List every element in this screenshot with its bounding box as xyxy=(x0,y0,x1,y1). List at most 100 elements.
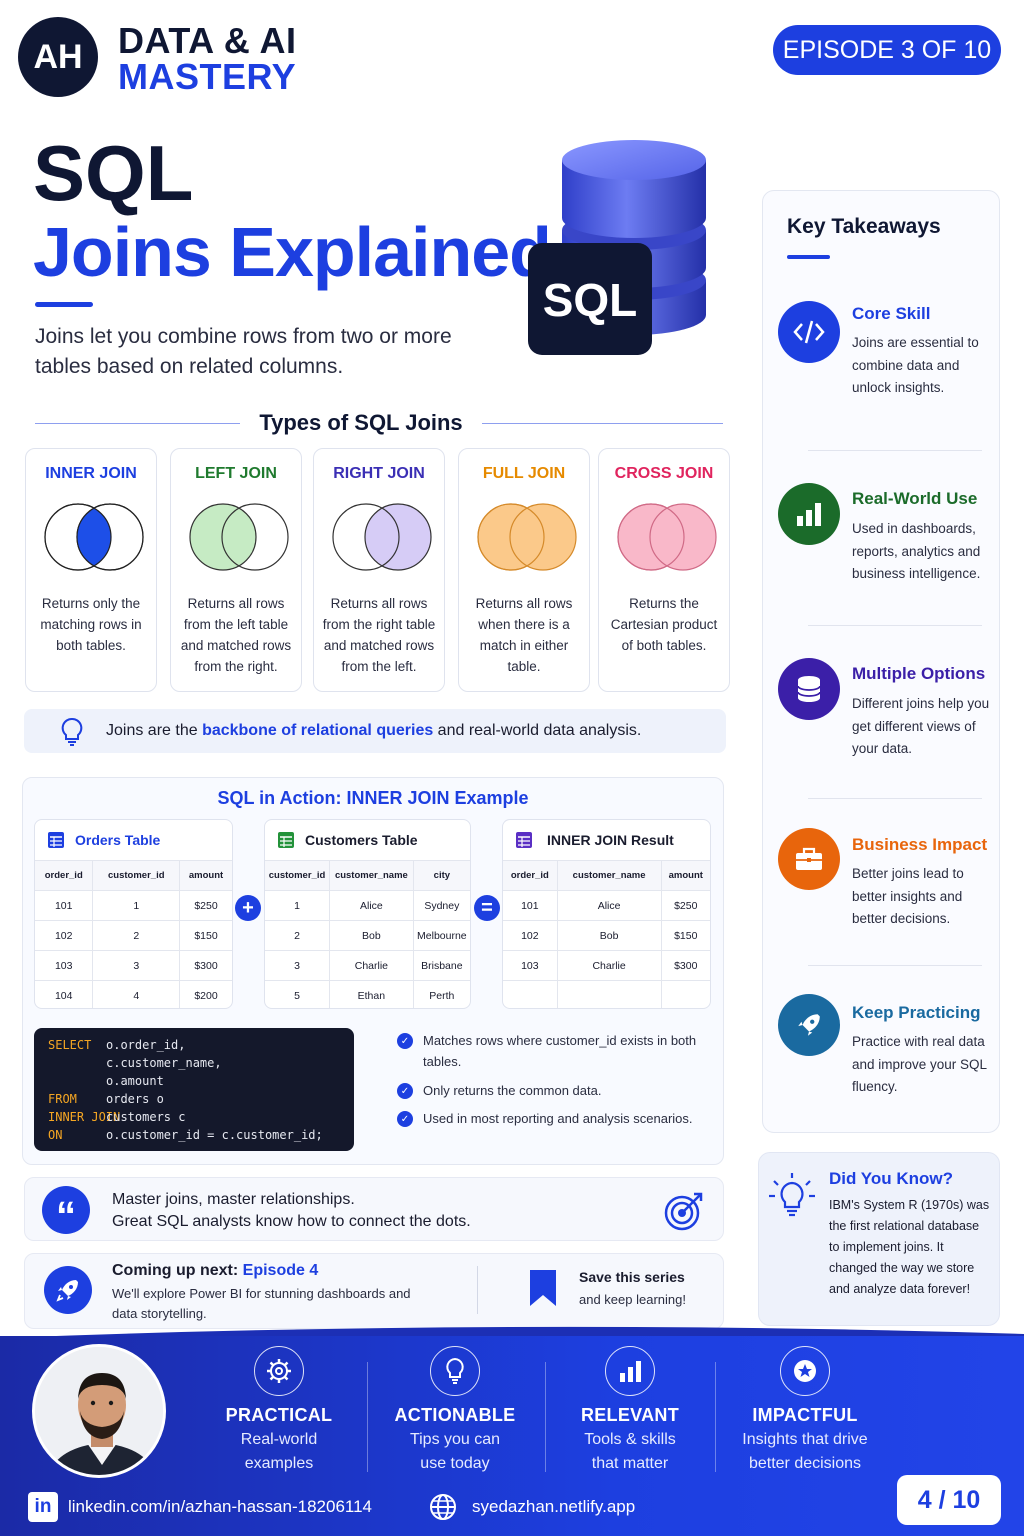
website-link[interactable]: syedazhan.netlify.app xyxy=(428,1492,635,1522)
did-you-know-title: Did You Know? xyxy=(829,1169,954,1188)
takeaway-desc: Better joins lead to better insights and… xyxy=(852,866,964,926)
table-cell: 5 xyxy=(265,980,331,1008)
takeaway-desc: Used in dashboards, reports, analytics a… xyxy=(852,521,981,581)
code-line: SELECT o.order_id, xyxy=(48,1038,186,1052)
divider xyxy=(367,1362,368,1472)
sql-badge: SQL xyxy=(542,274,638,326)
table-cell: 101 xyxy=(503,890,558,921)
table-cell: 1 xyxy=(265,890,331,921)
table-cell xyxy=(661,980,710,1008)
table-cell: Alice xyxy=(557,890,662,921)
divider xyxy=(808,450,982,451)
star-icon xyxy=(780,1346,830,1396)
table-row: 104 4 $200 xyxy=(35,980,232,1008)
column-header: order_id xyxy=(35,860,94,891)
code-line: c.customer_name, xyxy=(106,1056,222,1070)
inner-join-venn-icon xyxy=(44,503,144,571)
next-desc: We'll explore Power BI for stunning dash… xyxy=(112,1286,411,1321)
customers-table: Customers Table customer_id customer_name… xyxy=(264,819,471,1009)
table-cell: Alice xyxy=(329,890,414,921)
right-join-venn-icon xyxy=(332,503,432,571)
table-cell: 2 xyxy=(265,920,331,951)
table-header: Customers Table xyxy=(265,820,470,860)
table-header: INNER JOIN Result xyxy=(503,820,710,860)
takeaway-title: Core Skill xyxy=(852,304,931,323)
takeaway-desc: Practice with real data and improve your… xyxy=(852,1034,987,1094)
takeaway-title: Real-World Use xyxy=(852,489,978,508)
table-cell: Bob xyxy=(557,920,662,951)
takeaways-title: Key Takeaways xyxy=(787,215,941,238)
briefcase-icon xyxy=(778,828,840,890)
table-row: 5 Ethan Perth xyxy=(265,980,470,1008)
bookmark-icon[interactable] xyxy=(528,1268,558,1308)
join-desc: Returns all rows from the right table an… xyxy=(322,596,436,674)
equals-icon: = xyxy=(474,895,500,921)
table-cell: Ethan xyxy=(329,980,414,1008)
quote-icon: “ xyxy=(42,1186,90,1238)
column-header: customer_name xyxy=(329,860,414,891)
divider xyxy=(715,1362,716,1472)
check-icon: ✓ xyxy=(397,1033,413,1049)
table-cell xyxy=(503,980,558,1008)
did-you-know-panel xyxy=(758,1152,1000,1326)
did-you-know-desc: IBM's System R (1970s) was the first rel… xyxy=(829,1198,990,1296)
divider xyxy=(545,1362,546,1472)
rocket-icon xyxy=(778,994,840,1056)
table-cell: 3 xyxy=(92,950,181,981)
takeaway-desc: Joins are essential to combine data and … xyxy=(852,335,979,395)
column-header: customer_name xyxy=(557,860,662,891)
lightbulb-icon xyxy=(430,1346,480,1396)
linkedin-link[interactable]: in linkedin.com/in/azhan-hassan-18206114 xyxy=(28,1492,372,1522)
brand-line-2: MASTERY xyxy=(118,56,297,97)
divider xyxy=(482,423,723,424)
episode-badge: EPISODE 3 OF 10 xyxy=(773,25,1001,75)
join-desc: Returns only the matching rows in both t… xyxy=(40,596,142,653)
join-title: LEFT JOIN xyxy=(195,465,277,482)
code-block: SELECT o.order_id, c.customer_name, o.amoun… xyxy=(34,1028,354,1151)
table-header: Orders Table xyxy=(35,820,232,860)
table-header-row: customer_id customer_name city xyxy=(265,860,470,891)
result-grid: order_id customer_name amount 101 Alice $250 1… xyxy=(503,860,710,1008)
table-cell: 104 xyxy=(35,980,94,1008)
join-card-right: RIGHT JOIN Returns all rows from the rig… xyxy=(313,448,445,692)
orders-table: Orders Table order_id customer_id amount 10… xyxy=(34,819,233,1009)
table-row: 103 3 $300 xyxy=(35,950,232,981)
orders-grid: order_id customer_id amount 101 1 $250 102 2 $15… xyxy=(35,860,232,1008)
globe-icon xyxy=(430,1494,456,1520)
quote-box xyxy=(24,1177,724,1241)
takeaway-title: Multiple Options xyxy=(852,664,986,683)
action-title: SQL in Action: INNER JOIN Example xyxy=(217,788,529,808)
table-cell: Brisbane xyxy=(413,950,470,981)
backbone-callout: Joins are the backbone of relational que… xyxy=(24,709,726,753)
table-cell: $250 xyxy=(179,890,232,921)
check-icon: ✓ xyxy=(397,1083,413,1099)
backbone-text: Joins are the backbone of relational que… xyxy=(106,722,642,739)
bar-chart-icon xyxy=(778,483,840,545)
plus-icon: + xyxy=(235,895,261,921)
footer-col-actionable: ACTIONABLE Tips you can use today xyxy=(370,1346,540,1476)
table-cell: $300 xyxy=(661,950,710,981)
table-header-row: order_id customer_id amount xyxy=(35,860,232,891)
table-cell: 103 xyxy=(35,950,94,981)
takeaway-title: Keep Practicing xyxy=(852,1003,981,1022)
check-item: ✓ Only returns the common data. xyxy=(397,1080,697,1101)
result-table: INNER JOIN Result order_id customer_name a… xyxy=(502,819,711,1009)
table-cell: Perth xyxy=(413,980,470,1008)
table-cell: 3 xyxy=(265,950,331,981)
takeaway-desc: Different joins help you get different v… xyxy=(852,696,990,756)
lightbulb-icon xyxy=(769,1173,815,1217)
title-line-1: SQL xyxy=(33,129,194,217)
table-icon xyxy=(278,832,294,848)
check-icon: ✓ xyxy=(397,1111,413,1127)
table-cell: 103 xyxy=(503,950,558,981)
footer xyxy=(0,1336,1024,1536)
column-header: customer_id xyxy=(265,860,331,891)
save-desc: and keep learning! xyxy=(579,1292,686,1307)
divider xyxy=(477,1266,478,1314)
divider xyxy=(808,965,982,966)
title-line-2: Joins Explained xyxy=(33,213,552,291)
join-card-full: FULL JOIN Returns all rows when there is… xyxy=(458,448,590,692)
table-cell: 102 xyxy=(503,920,558,951)
table-row: 101 Alice $250 xyxy=(503,890,710,921)
table-row: 3 Charlie Brisbane xyxy=(265,950,470,981)
